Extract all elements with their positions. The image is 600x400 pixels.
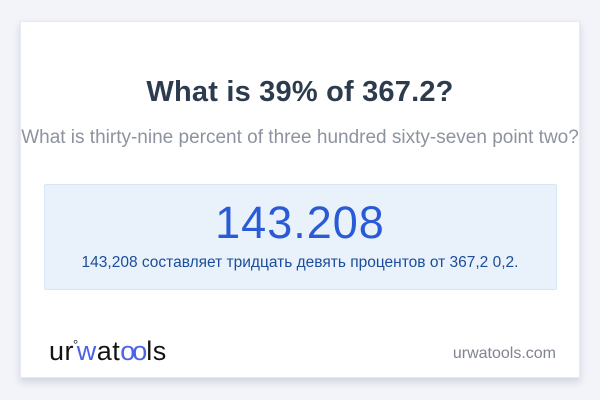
logo-text-ur: ur bbox=[49, 336, 75, 366]
question-title: What is 39% of 367.2? bbox=[146, 76, 454, 108]
question-subtitle: What is thirty-nine percent of three hun… bbox=[21, 127, 579, 148]
logo-text-w: w bbox=[76, 336, 97, 366]
card-footer: ur°watools urwatools.com bbox=[21, 338, 579, 365]
urwatools-logo[interactable]: ur°watools bbox=[49, 338, 167, 365]
answer-value: 143.208 bbox=[215, 197, 385, 248]
result-card: What is 39% of 367.2? What is thirty-nin… bbox=[20, 21, 580, 378]
logo-degree-icon: ° bbox=[73, 337, 79, 352]
logo-text-ls: ls bbox=[146, 336, 167, 366]
logo-glasses-oo-icon: oo bbox=[120, 336, 147, 366]
answer-box: 143.208 143,208 составляет тридцать девя… bbox=[43, 184, 557, 290]
site-domain-link[interactable]: urwatools.com bbox=[452, 345, 556, 362]
answer-description: 143,208 составляет тридцать девять проце… bbox=[81, 253, 519, 271]
logo-text-at: at bbox=[96, 336, 121, 366]
